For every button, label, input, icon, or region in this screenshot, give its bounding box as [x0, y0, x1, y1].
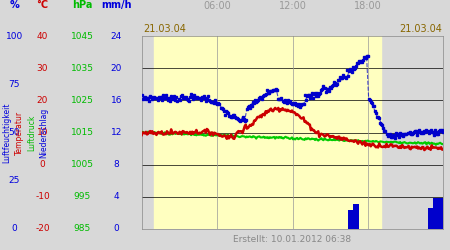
Text: Luftdruck: Luftdruck — [27, 114, 36, 151]
Bar — [434, 198, 437, 229]
Text: 0: 0 — [40, 160, 45, 169]
Text: 24: 24 — [111, 32, 122, 41]
Bar — [439, 198, 441, 229]
Bar — [430, 208, 433, 229]
Bar — [436, 198, 440, 229]
Text: -20: -20 — [35, 224, 50, 233]
Text: 21.03.04: 21.03.04 — [143, 24, 186, 34]
Text: Erstellt: 10.01.2012 06:38: Erstellt: 10.01.2012 06:38 — [234, 235, 351, 244]
Text: 25: 25 — [9, 176, 20, 185]
Text: °C: °C — [36, 0, 49, 10]
Text: 1005: 1005 — [71, 160, 94, 169]
Text: 12:00: 12:00 — [279, 1, 306, 11]
Text: 30: 30 — [37, 64, 48, 73]
Text: 21.03.04: 21.03.04 — [399, 24, 442, 34]
Text: 995: 995 — [74, 192, 91, 201]
Bar — [356, 204, 359, 229]
Text: -10: -10 — [35, 192, 50, 201]
Text: 12: 12 — [111, 128, 122, 137]
Text: 0: 0 — [113, 224, 119, 233]
Bar — [348, 210, 351, 229]
Text: 75: 75 — [9, 80, 20, 89]
Text: 1015: 1015 — [71, 128, 94, 137]
Bar — [350, 210, 353, 229]
Bar — [437, 198, 441, 229]
Text: 06:00: 06:00 — [203, 1, 231, 11]
Text: Niederschlag: Niederschlag — [40, 108, 49, 158]
Bar — [441, 198, 444, 229]
Bar — [428, 208, 431, 229]
Text: 20: 20 — [37, 96, 48, 105]
Text: 100: 100 — [5, 32, 23, 41]
Bar — [429, 208, 432, 229]
Bar — [432, 208, 435, 229]
Text: 50: 50 — [9, 128, 20, 137]
Bar — [292, 36, 381, 229]
Bar — [349, 210, 352, 229]
Text: 16: 16 — [111, 96, 122, 105]
Text: 4: 4 — [113, 192, 119, 201]
Bar — [154, 36, 292, 229]
Bar — [351, 210, 355, 229]
Text: hPa: hPa — [72, 0, 92, 10]
Text: Temperatur: Temperatur — [15, 110, 24, 154]
Bar — [431, 208, 434, 229]
Text: 0: 0 — [11, 224, 17, 233]
Text: 20: 20 — [111, 64, 122, 73]
Bar — [442, 198, 445, 229]
Text: 1045: 1045 — [71, 32, 94, 41]
Text: 1025: 1025 — [71, 96, 94, 105]
Text: 18:00: 18:00 — [354, 1, 382, 11]
Bar — [436, 198, 438, 229]
Bar — [433, 198, 436, 229]
Text: %: % — [9, 0, 19, 10]
Bar — [355, 204, 358, 229]
Text: mm/h: mm/h — [101, 0, 131, 10]
Text: 10: 10 — [37, 128, 48, 137]
Text: 8: 8 — [113, 160, 119, 169]
Text: 1035: 1035 — [71, 64, 94, 73]
Bar — [352, 210, 356, 229]
Text: Luftfeuchtigkeit: Luftfeuchtigkeit — [2, 102, 11, 163]
Bar — [440, 198, 443, 229]
Bar — [353, 204, 356, 229]
Text: 40: 40 — [37, 32, 48, 41]
Text: 985: 985 — [74, 224, 91, 233]
